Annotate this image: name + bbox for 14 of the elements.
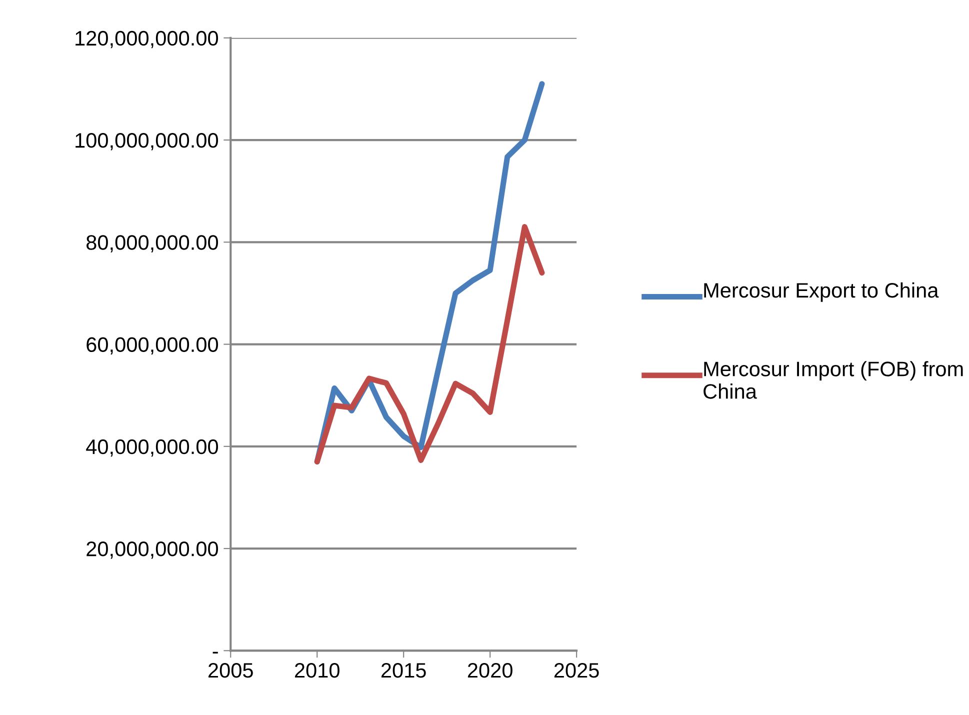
y-tick-label: 20,000,000.00 xyxy=(86,542,218,559)
y-tick-label: 80,000,000.00 xyxy=(86,235,218,252)
x-tick-label: 2025 xyxy=(554,663,599,678)
x-tick-label: 2010 xyxy=(294,663,340,678)
y-tick-label: 100,000,000.00 xyxy=(76,133,218,150)
y-tick-label: 120,000,000.00 xyxy=(76,30,218,48)
y-tick-label: 40,000,000.00 xyxy=(86,439,218,457)
legend-label: Mercosur Export to China xyxy=(704,282,939,302)
x-tick-label: 2015 xyxy=(381,663,426,678)
legend-label: Mercosur Import (FOB) from China xyxy=(704,361,963,399)
x-tick-label: 2005 xyxy=(208,663,253,678)
y-tick-label: - xyxy=(212,652,218,654)
y-tick-label: 60,000,000.00 xyxy=(86,337,218,354)
x-tick-label: 2020 xyxy=(468,663,512,678)
